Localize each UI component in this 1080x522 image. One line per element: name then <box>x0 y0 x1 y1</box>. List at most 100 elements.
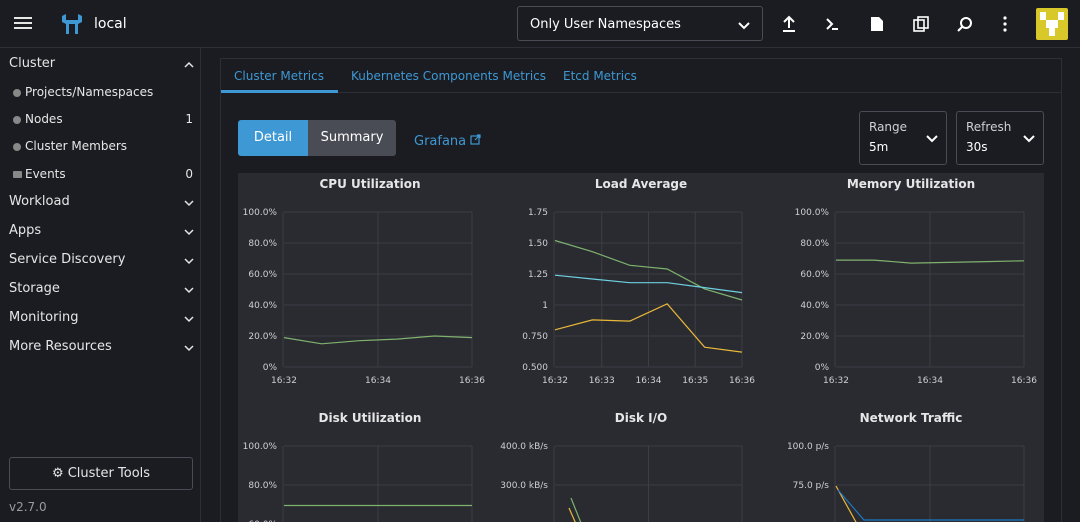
cluster-tools-button[interactable]: ⚙ Cluster Tools <box>9 457 193 490</box>
series-line <box>836 259 1025 264</box>
y-tick-label: 300.0 kB/s <box>500 481 548 491</box>
copy-icon[interactable] <box>911 14 931 34</box>
terminal-icon[interactable] <box>822 14 842 34</box>
sidebar-item-label: Events <box>25 167 66 181</box>
y-tick-label: 40.0% <box>248 301 277 311</box>
series-line <box>554 303 743 353</box>
y-tick-label: 1.25 <box>528 270 548 280</box>
gear-icon: ⚙ <box>51 466 64 481</box>
chart-title: Disk Utilization <box>319 411 422 425</box>
cluster-tools-label: Cluster Tools <box>67 466 151 481</box>
sidebar-group-workload[interactable]: Workload <box>9 194 194 209</box>
y-tick-label: 80.0% <box>248 481 277 491</box>
folder-icon <box>13 171 22 178</box>
refresh-value: 30s <box>966 140 988 154</box>
resource-icon <box>13 142 21 151</box>
menu-icon[interactable] <box>14 14 34 34</box>
sidebar-group-more-resources[interactable]: More Resources <box>9 339 194 354</box>
x-tick-label: 16:35 <box>682 376 708 386</box>
namespace-filter-value: Only User Namespaces <box>530 17 681 32</box>
y-tick-label: 40.0% <box>800 301 829 311</box>
sidebar-group-service-discovery[interactable]: Service Discovery <box>9 252 194 267</box>
tab-etcd-metrics[interactable]: Etcd Metrics <box>563 69 637 83</box>
sidebar-item-events[interactable]: Events 0 <box>13 167 193 181</box>
active-tab-indicator <box>221 90 338 93</box>
chevron-down-icon <box>184 225 194 240</box>
tab-cluster-metrics[interactable]: Cluster Metrics <box>234 69 324 83</box>
sidebar-item-cluster-members[interactable]: Cluster Members <box>13 139 193 153</box>
sidebar-group-label: Service Discovery <box>9 252 126 267</box>
y-tick-label: 0% <box>263 363 278 373</box>
x-tick-label: 16:33 <box>589 376 615 386</box>
series-line <box>835 485 857 522</box>
sidebar-group-label: Apps <box>9 223 42 238</box>
y-tick-label: 100.0 p/s <box>787 442 829 452</box>
chevron-down-icon <box>184 254 194 269</box>
view-toggle: Detail Summary <box>238 120 396 156</box>
sidebar-item-label: Cluster Members <box>25 139 128 153</box>
cluster-logo-icon <box>60 12 84 36</box>
y-tick-label: 60.0% <box>800 270 829 280</box>
cluster-name[interactable]: local <box>94 16 127 32</box>
sidebar: Cluster Projects/Namespaces Nodes 1 Clus… <box>0 48 201 522</box>
resource-icon <box>13 88 21 97</box>
y-tick-label: 60.0% <box>248 270 277 280</box>
detail-button[interactable]: Detail <box>238 120 308 156</box>
sidebar-item-label: Nodes <box>25 112 63 126</box>
summary-button[interactable]: Summary <box>308 120 396 156</box>
refresh-select[interactable]: Refresh 30s <box>956 111 1044 165</box>
sidebar-group-monitoring[interactable]: Monitoring <box>9 310 194 325</box>
y-tick-label: 1.75 <box>528 208 548 218</box>
x-tick-label: 16:34 <box>365 376 391 386</box>
chart-title: Load Average <box>595 177 687 191</box>
sidebar-group-label: More Resources <box>9 339 112 354</box>
sidebar-item-label: Projects/Namespaces <box>25 85 154 99</box>
tab-kubernetes-components-metrics[interactable]: Kubernetes Components Metrics <box>351 69 547 83</box>
x-tick-label: 16:36 <box>1011 376 1037 386</box>
y-tick-label: 20.0% <box>800 332 829 342</box>
refresh-label: Refresh <box>966 120 1012 134</box>
y-tick-label: 0.750 <box>522 332 548 342</box>
y-tick-label: 1.50 <box>528 239 548 249</box>
file-icon[interactable] <box>867 14 887 34</box>
grafana-label: Grafana <box>414 134 467 149</box>
charts-area: CPU Utilization 100.0% 80.0% 60.0% 40.0% 20.0… <box>238 173 1044 522</box>
sidebar-group-apps[interactable]: Apps <box>9 223 194 238</box>
user-avatar[interactable] <box>1036 8 1068 40</box>
search-icon[interactable] <box>955 14 975 34</box>
series-line <box>554 239 743 301</box>
series-line <box>837 489 1024 521</box>
namespace-filter-select[interactable]: Only User Namespaces <box>517 6 763 41</box>
y-tick-label: 0% <box>815 363 830 373</box>
y-tick-label: 75.0 p/s <box>793 481 830 491</box>
x-tick-label: 16:36 <box>729 376 755 386</box>
sidebar-item-count: 0 <box>185 167 193 181</box>
chart-title: Network Traffic <box>860 411 963 425</box>
sidebar-group-label: Workload <box>9 194 70 209</box>
chevron-down-icon <box>184 283 194 298</box>
top-header: local Only User Namespaces <box>0 0 1080 48</box>
y-tick-label: 20.0% <box>248 332 277 342</box>
y-tick-label: 0.500 <box>522 363 548 373</box>
sidebar-item-nodes[interactable]: Nodes 1 <box>13 112 193 126</box>
range-value: 5m <box>869 140 889 154</box>
external-link-icon <box>470 134 481 149</box>
x-tick-label: 16:34 <box>917 376 943 386</box>
more-icon[interactable] <box>995 14 1015 34</box>
chevron-down-icon <box>1023 132 1035 146</box>
sidebar-item-count: 1 <box>185 112 193 126</box>
sidebar-item-projects-namespaces[interactable]: Projects/Namespaces <box>13 85 193 99</box>
range-label: Range <box>869 120 908 134</box>
y-tick-label: 400.0 kB/s <box>500 442 548 452</box>
series-line <box>570 497 582 522</box>
chevron-down-icon <box>926 132 938 146</box>
sidebar-group-cluster[interactable]: Cluster <box>9 56 194 71</box>
chart-title: Disk I/O <box>615 411 667 425</box>
sidebar-group-storage[interactable]: Storage <box>9 281 194 296</box>
y-tick-label: 100.0% <box>243 442 278 452</box>
upload-icon[interactable] <box>779 14 799 34</box>
grafana-link[interactable]: Grafana <box>414 134 481 149</box>
version-label: v2.7.0 <box>9 500 47 514</box>
y-tick-label: 80.0% <box>800 239 829 249</box>
range-select[interactable]: Range 5m <box>859 111 947 165</box>
